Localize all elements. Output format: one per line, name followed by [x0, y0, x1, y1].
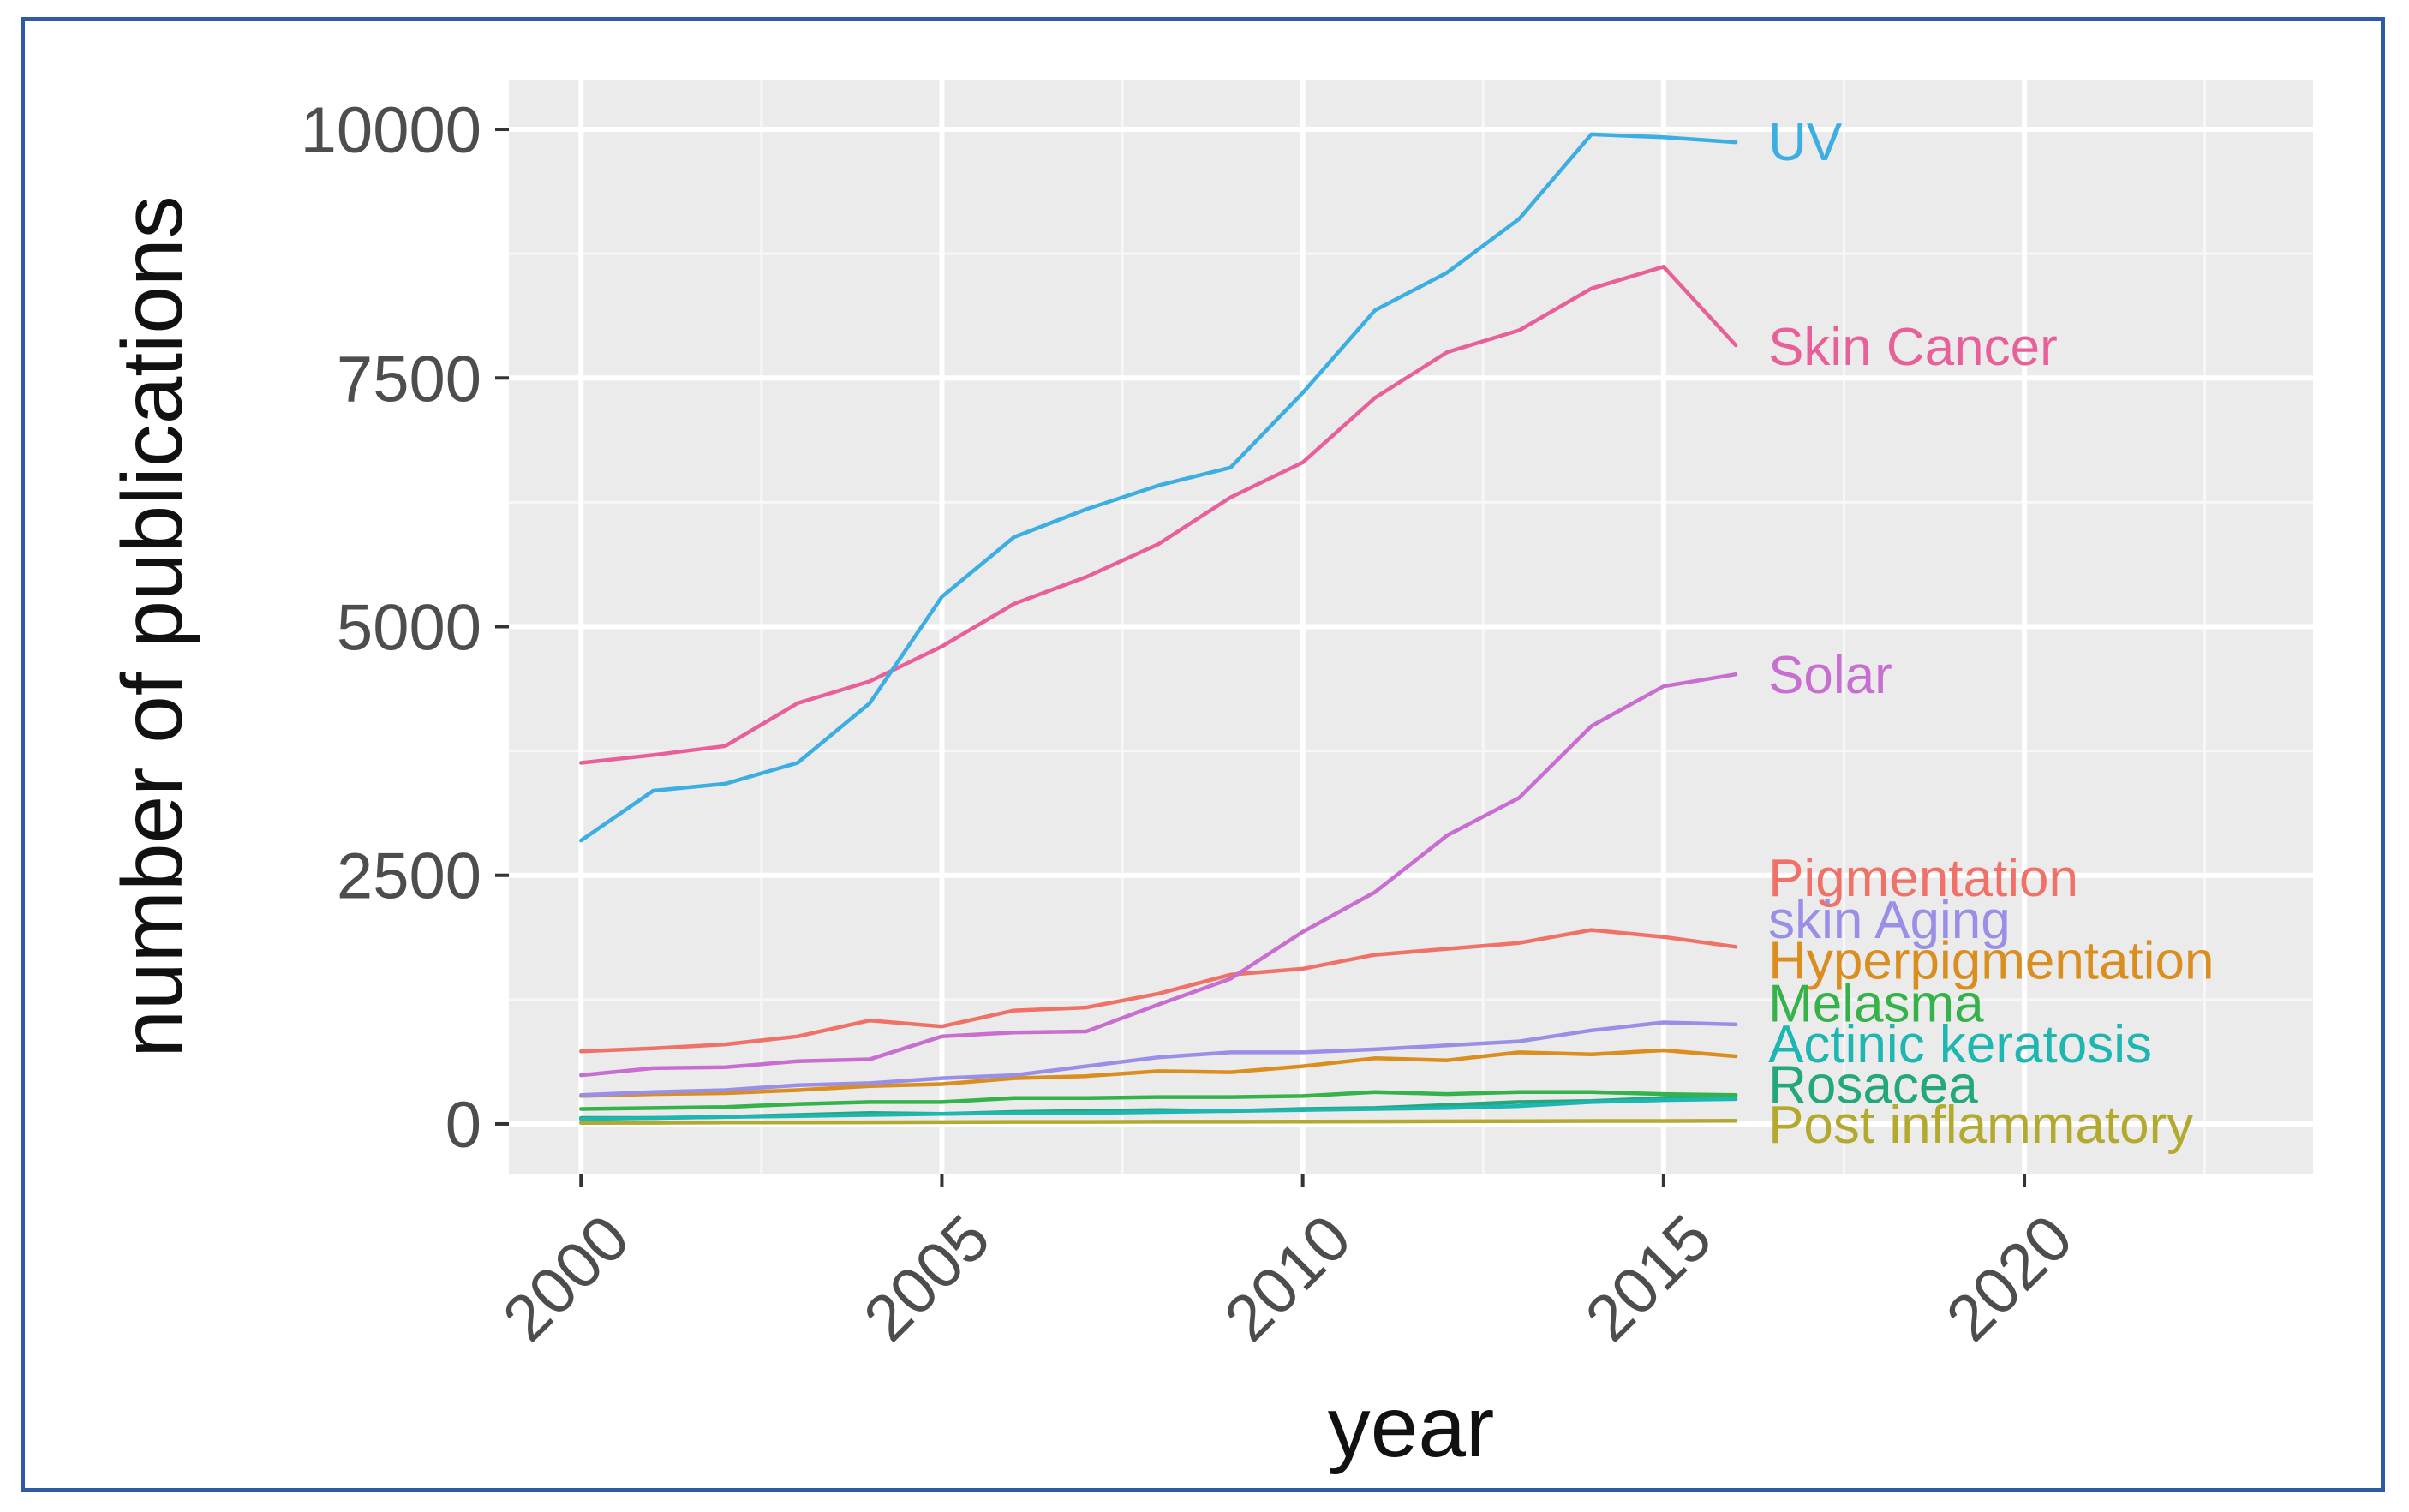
- y-axis-title: number of publications: [105, 195, 200, 1057]
- series-line-solar: [578, 672, 1738, 1078]
- x-tick-label: 2020: [1933, 1201, 2087, 1355]
- series-line-hyperpigmentation: [578, 1048, 1738, 1098]
- series-label-skin-aging: skin Aging: [1768, 891, 2011, 950]
- series-label-hyperpigmentation: Hyperpigmentation: [1768, 931, 2214, 990]
- series-line-skin-cancer: [578, 265, 1738, 765]
- y-tick-label: 10000: [301, 94, 481, 167]
- series-line-actinic-keratosis: [578, 1097, 1738, 1121]
- series-line-post-inflammatory: [578, 1118, 1738, 1126]
- series-line-skin-aging: [578, 1020, 1738, 1097]
- series-label-solar: Solar: [1768, 646, 1892, 705]
- x-tick-label: 2000: [489, 1201, 643, 1355]
- series-label-melasma: Melasma: [1768, 974, 1984, 1033]
- series-label-rosacea: Rosacea: [1768, 1056, 1978, 1115]
- x-tick-label: 2015: [1572, 1201, 1726, 1355]
- x-tick-label: 2010: [1210, 1201, 1365, 1355]
- series-line-uv: [578, 132, 1738, 843]
- y-tick-label: 2500: [337, 840, 481, 913]
- y-tick-label: 0: [445, 1089, 481, 1162]
- x-axis-title: year: [1328, 1379, 1495, 1475]
- series-label-post-inflammatory: Post inflammatory: [1768, 1096, 2193, 1155]
- series-label-actinic-keratosis: Actinic keratosis: [1768, 1015, 2152, 1074]
- series-label-pigmentation: Pigmentation: [1768, 849, 2078, 908]
- x-tick-label: 2005: [850, 1201, 1004, 1355]
- series-line-melasma: [578, 1090, 1738, 1111]
- series-label-skin-cancer: Skin Cancer: [1768, 318, 2058, 377]
- y-tick-label: 5000: [337, 592, 481, 665]
- series-label-uv: UV: [1768, 113, 1843, 172]
- y-tick-label: 7500: [337, 343, 481, 415]
- series-line-pigmentation: [578, 928, 1738, 1054]
